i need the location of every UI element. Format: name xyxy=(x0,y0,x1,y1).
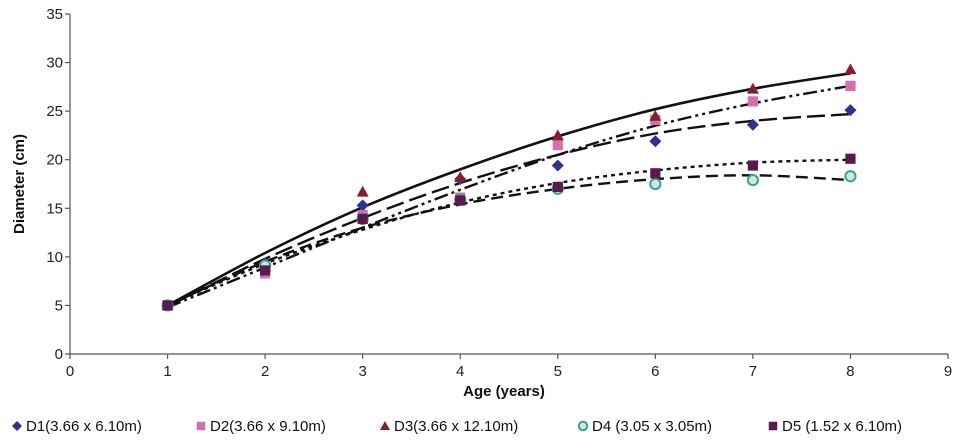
trend-line-1 xyxy=(167,112,851,308)
legend-entry-1: D1(3.66 x 6.10m) xyxy=(12,418,142,435)
legend-label: D2(3.66 x 9.10m) xyxy=(210,418,326,435)
x-tick-label: 9 xyxy=(944,363,952,380)
trend-line-5 xyxy=(167,158,851,307)
y-tick-label: 25 xyxy=(46,103,63,120)
data-point-series-2 xyxy=(747,96,758,107)
y-tick-label: 30 xyxy=(46,55,63,72)
data-points xyxy=(161,63,857,312)
data-point-series-2 xyxy=(552,140,563,151)
legend: D1(3.66 x 6.10m) D2(3.66 x 9.10m) D3(3.66 … xyxy=(12,418,902,435)
data-point-series-4 xyxy=(844,170,857,183)
legend-marker xyxy=(577,420,589,432)
legend-entry-5: D5 (1.52 x 6.10m) xyxy=(768,418,902,435)
data-point-series-5 xyxy=(357,213,368,225)
legend-label: D4 (3.05 x 3.05m) xyxy=(592,418,712,435)
data-point-series-2 xyxy=(845,80,856,91)
y-tick-label: 10 xyxy=(46,249,63,266)
trend-line-3 xyxy=(166,72,851,307)
data-point-series-1 xyxy=(844,104,857,117)
y-tick-label: 0 xyxy=(55,346,63,363)
data-point-series-5 xyxy=(455,195,466,206)
x-tick-label: 6 xyxy=(651,363,659,380)
x-tick-label: 3 xyxy=(358,363,366,380)
data-point-series-4 xyxy=(649,177,662,191)
data-point-series-1 xyxy=(746,118,759,131)
x-tick-label: 2 xyxy=(261,363,269,380)
x-tick-label: 4 xyxy=(456,363,464,380)
data-point-series-3 xyxy=(844,63,857,75)
data-point-series-5 xyxy=(747,160,758,171)
y-tick-label: 15 xyxy=(46,200,63,217)
legend-entry-2: D2(3.66 x 9.10m) xyxy=(196,418,326,435)
legend-marker xyxy=(12,421,22,431)
legend-marker xyxy=(196,421,206,431)
legend-entry-4: D4 (3.05 x 3.05m) xyxy=(577,418,712,435)
x-tick-label: 5 xyxy=(554,363,562,380)
data-point-series-5 xyxy=(845,153,856,164)
data-point-series-3 xyxy=(551,129,564,141)
legend-label: D5 (1.52 x 6.10m) xyxy=(782,418,902,435)
data-point-series-5 xyxy=(162,300,173,311)
legend-marker xyxy=(768,421,778,431)
data-point-series-1 xyxy=(356,199,369,212)
x-axis-title: Age (years) xyxy=(463,383,545,400)
trend-lines xyxy=(166,72,851,309)
data-point-series-3 xyxy=(356,185,369,197)
x-tick-label: 0 xyxy=(66,363,74,380)
legend-label: D1(3.66 x 6.10m) xyxy=(26,418,142,435)
legend-label: D3(3.66 x 12.10m) xyxy=(394,418,518,435)
axes: 0 5 10 15 20 25 30 35 0 1 2 3 4 5 6 7 8 9 xyxy=(46,6,952,380)
data-point-series-4 xyxy=(746,174,759,187)
trend-line-2 xyxy=(167,84,851,309)
data-point-series-3 xyxy=(746,82,759,94)
x-tick-label: 1 xyxy=(163,363,171,380)
x-tick-label: 8 xyxy=(846,363,854,380)
data-point-series-3 xyxy=(454,171,467,182)
data-point-series-5 xyxy=(650,168,661,179)
data-point-series-1 xyxy=(649,135,662,148)
data-point-series-5 xyxy=(552,181,563,193)
legend-entry-3: D3(3.66 x 12.10m) xyxy=(380,418,518,435)
data-point-series-5 xyxy=(260,265,271,276)
y-tick-label: 20 xyxy=(46,152,63,169)
y-tick-label: 5 xyxy=(55,297,63,314)
data-point-series-1 xyxy=(551,159,564,172)
x-tick-label: 7 xyxy=(749,363,757,380)
data-point-series-3 xyxy=(649,110,662,121)
trend-line-4 xyxy=(167,174,851,307)
legend-marker xyxy=(380,421,390,430)
y-axis-title: Diameter (cm) xyxy=(11,134,28,234)
y-tick-label: 35 xyxy=(46,6,63,23)
